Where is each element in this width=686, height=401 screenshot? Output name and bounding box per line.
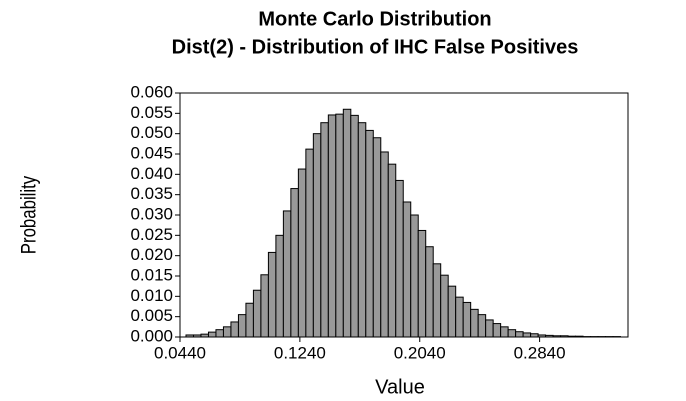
bar xyxy=(545,334,554,338)
bar xyxy=(500,326,509,338)
bar xyxy=(567,335,577,338)
bar xyxy=(560,335,569,338)
y-tick-label: 0.015 xyxy=(130,265,173,284)
bar xyxy=(552,335,562,338)
bar xyxy=(432,263,442,338)
bar xyxy=(515,331,524,338)
bar xyxy=(312,133,322,338)
bar xyxy=(305,148,314,338)
bar xyxy=(417,229,427,338)
y-tick-label: 0.055 xyxy=(130,103,173,122)
x-tick-label: 0.2040 xyxy=(394,343,446,362)
bar xyxy=(537,334,547,338)
chart-title: Monte Carlo Distribution xyxy=(258,8,491,30)
bar xyxy=(507,329,517,338)
bar xyxy=(185,334,194,338)
y-tick-label: 0.040 xyxy=(130,164,173,183)
bar xyxy=(477,314,487,338)
bar xyxy=(267,251,277,338)
bar xyxy=(282,210,292,338)
bar xyxy=(237,314,247,338)
bar xyxy=(455,296,464,338)
bar xyxy=(252,289,262,338)
y-axis-label: Probability xyxy=(18,175,41,254)
bar xyxy=(575,335,584,338)
x-tick-label: 0.2840 xyxy=(514,343,566,362)
bar xyxy=(215,329,224,338)
bar xyxy=(350,114,359,338)
bar xyxy=(522,332,532,338)
x-tick-label: 0.1240 xyxy=(274,343,326,362)
bar xyxy=(327,114,337,338)
bar xyxy=(335,113,344,338)
y-tick-label: 0.025 xyxy=(130,225,173,244)
bar xyxy=(275,234,284,338)
y-tick-label: 0.060 xyxy=(130,82,173,101)
bar xyxy=(260,274,269,338)
bar xyxy=(297,168,307,338)
bar xyxy=(365,129,374,338)
y-tick-label: 0.030 xyxy=(130,204,173,223)
y-tick-label: 0.035 xyxy=(130,184,173,203)
bar xyxy=(410,214,419,338)
x-axis-label: Value xyxy=(375,376,425,398)
bar xyxy=(530,333,539,338)
bar xyxy=(372,137,382,338)
y-tick-label: 0.045 xyxy=(130,143,173,162)
bar xyxy=(447,285,457,338)
bar xyxy=(320,122,329,338)
bar xyxy=(222,326,232,338)
y-tick-label: 0.050 xyxy=(130,123,173,142)
y-tick-label: 0.005 xyxy=(130,306,173,325)
bar xyxy=(425,246,434,338)
bar xyxy=(357,122,367,338)
bar xyxy=(207,331,217,338)
bar xyxy=(290,188,299,338)
bar xyxy=(395,179,404,338)
bar xyxy=(380,151,389,338)
bar xyxy=(402,201,412,338)
bar xyxy=(230,321,239,338)
bar xyxy=(440,274,449,338)
bar xyxy=(192,334,202,338)
y-tick-label: 0.010 xyxy=(130,286,173,305)
bar xyxy=(485,319,494,338)
bar xyxy=(200,333,209,338)
y-tick-label: 0.020 xyxy=(130,245,173,264)
y-tick-label: 0.000 xyxy=(130,326,173,345)
bar xyxy=(245,302,254,338)
bar xyxy=(342,108,352,338)
bar xyxy=(470,308,479,338)
bar xyxy=(387,163,397,338)
bar xyxy=(492,323,502,338)
chart-subtitle: Dist(2) - Distribution of IHC False Posi… xyxy=(172,36,579,58)
bar xyxy=(462,301,472,338)
x-tick-label: 0.0440 xyxy=(154,343,206,362)
